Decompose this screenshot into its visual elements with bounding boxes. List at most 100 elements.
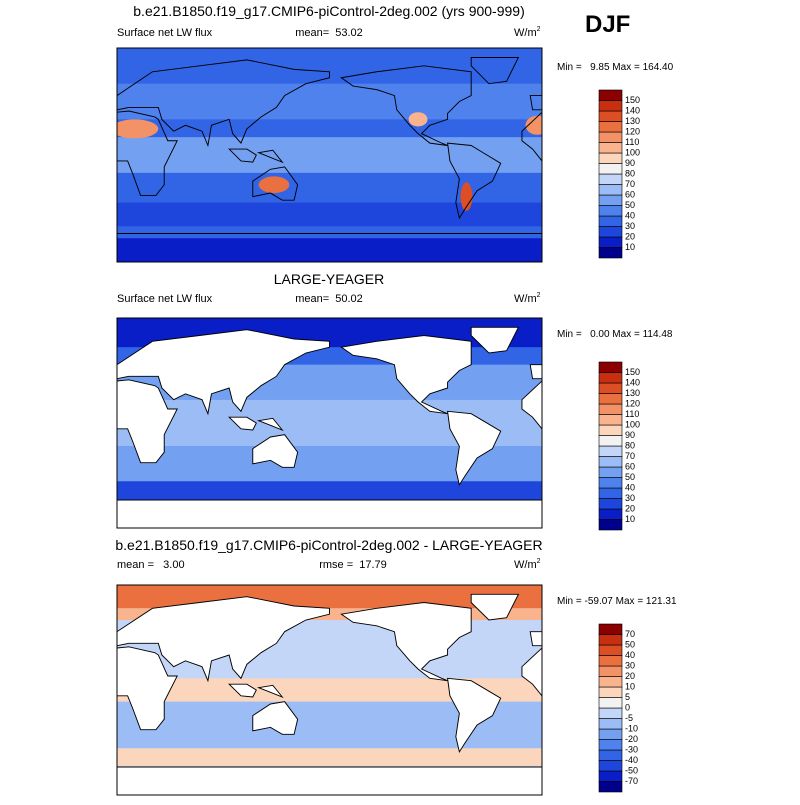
colorbar-label: 50 <box>625 639 635 649</box>
colorbar-box <box>598 403 623 415</box>
colorbar-label: 70 <box>625 179 635 189</box>
min-max: Min = 0.00 Max = 114.48 <box>557 329 673 340</box>
colorbar-box <box>598 424 623 436</box>
colorbar-label: 60 <box>625 461 635 471</box>
units-base: W/m <box>514 559 537 571</box>
colorbar-box <box>598 728 623 740</box>
colorbar-box <box>598 393 623 405</box>
colorbar-label: 140 <box>625 377 640 387</box>
colorbar-box <box>598 665 623 677</box>
colorbar-label: -50 <box>625 765 638 775</box>
colorbar-box <box>598 487 623 499</box>
units-sup: 2 <box>537 292 541 299</box>
colorbar-label: 50 <box>625 200 635 210</box>
colorbar-box <box>598 435 623 447</box>
colorbar-label: 30 <box>625 660 635 670</box>
colorbar-label: 20 <box>625 503 635 513</box>
map-frame <box>116 584 543 796</box>
colorbar-label: 70 <box>625 451 635 461</box>
colorbar-box <box>598 100 623 112</box>
colorbar-label: 40 <box>625 210 635 220</box>
colorbar-box <box>598 456 623 468</box>
colorbar-box <box>598 184 623 196</box>
colorbar-label: 150 <box>625 367 640 377</box>
colorbar-label: 100 <box>625 419 640 429</box>
colorbar-box <box>598 414 623 426</box>
center-label: rmse = 17.79 <box>319 559 387 571</box>
colorbar-box <box>598 382 623 394</box>
units: W/m2 <box>514 558 541 571</box>
colorbar-label: 130 <box>625 116 640 126</box>
map <box>117 48 543 263</box>
colorbar-box <box>598 676 623 688</box>
min-max: Min = -59.07 Max = 121.31 <box>557 596 677 607</box>
colorbar-label: 140 <box>625 105 640 115</box>
colorbar-label: 130 <box>625 388 640 398</box>
colorbar-label: 40 <box>625 650 635 660</box>
colorbar-label: 50 <box>625 472 635 482</box>
colorbar-label: 30 <box>625 221 635 231</box>
colorbar-box <box>598 686 623 698</box>
colorbar-box <box>598 163 623 175</box>
left-label: mean = 3.00 <box>117 559 185 571</box>
left-label: Surface net LW flux <box>117 27 213 39</box>
center-label: mean= 53.02 <box>295 27 363 39</box>
colorbar-box <box>598 236 623 248</box>
colorbar-label: -30 <box>625 744 638 754</box>
colorbar-box <box>598 89 623 101</box>
colorbar-box <box>598 707 623 719</box>
colorbar-box <box>598 205 623 217</box>
colorbar-box <box>598 655 623 667</box>
colorbar-label: 70 <box>625 629 635 639</box>
colorbar-label: -40 <box>625 755 638 765</box>
colorbar-box <box>598 226 623 238</box>
season-label: DJF <box>585 11 630 38</box>
colorbar-label: 110 <box>625 409 639 419</box>
colorbar-box <box>598 781 623 793</box>
left-label: Surface net LW flux <box>117 293 213 305</box>
colorbar-label: 110 <box>625 137 639 147</box>
colorbar-box <box>598 152 623 164</box>
map <box>117 318 543 529</box>
colorbar-box <box>598 372 623 384</box>
units: W/m2 <box>514 292 541 305</box>
colorbar-box <box>598 131 623 143</box>
colorbar-box <box>598 760 623 772</box>
colorbar-box <box>598 697 623 709</box>
colorbar-box <box>598 508 623 520</box>
colorbar-box <box>598 770 623 782</box>
colorbar-box <box>598 173 623 185</box>
colorbar-label: 150 <box>625 95 640 105</box>
colorbar-box <box>598 445 623 457</box>
panel-title: b.e21.B1850.f19_g17.CMIP6-piControl-2deg… <box>115 537 542 553</box>
colorbar-box <box>598 623 623 635</box>
colorbar-label: 20 <box>625 671 635 681</box>
colorbar-label: 120 <box>625 126 640 136</box>
map-frame <box>116 317 543 529</box>
colorbar-box <box>598 215 623 227</box>
colorbar-label: -10 <box>625 723 638 733</box>
colorbar-label: 80 <box>625 168 635 178</box>
colorbar-label: 90 <box>625 158 635 168</box>
colorbar-label: 10 <box>625 514 635 524</box>
map-frame <box>116 47 543 263</box>
colorbar-box <box>598 142 623 154</box>
colorbar-box <box>598 739 623 751</box>
colorbar-box <box>598 519 623 531</box>
colorbar-box <box>598 121 623 133</box>
colorbar-box <box>598 110 623 122</box>
colorbar-label: -20 <box>625 734 638 744</box>
colorbar-box <box>598 247 623 259</box>
colorbar-box <box>598 477 623 489</box>
units-sup: 2 <box>537 558 541 565</box>
colorbar-box <box>598 718 623 730</box>
center-label: mean= 50.02 <box>295 293 363 305</box>
colorbar-label: 20 <box>625 231 635 241</box>
colorbar-label: 5 <box>625 692 630 702</box>
colorbar-label: 30 <box>625 493 635 503</box>
colorbar-label: -70 <box>625 776 638 786</box>
colorbar-label: 80 <box>625 440 635 450</box>
panel-title: LARGE-YEAGER <box>274 271 384 287</box>
